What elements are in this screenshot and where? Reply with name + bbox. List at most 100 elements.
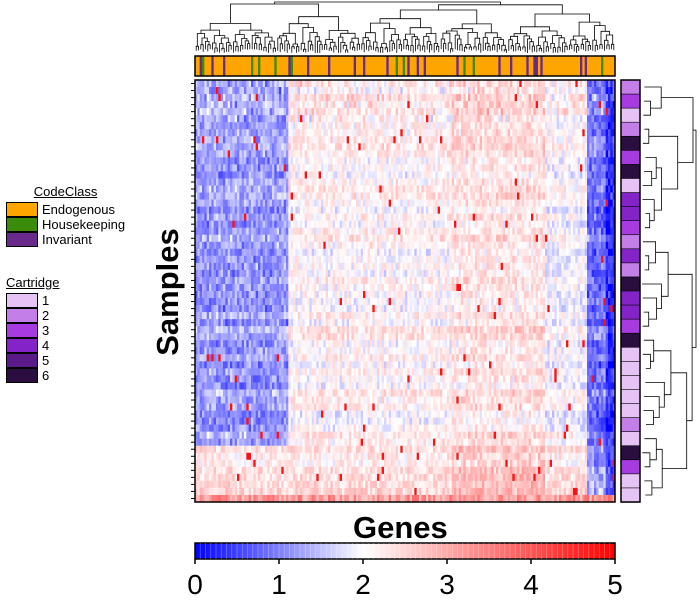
heatmap-cell (211, 164, 214, 171)
heatmap-cell (340, 143, 343, 150)
codeclass-cell (358, 56, 361, 76)
heatmap-cell (501, 171, 504, 178)
heatmap-cell (335, 171, 338, 178)
heatmap-cell (200, 171, 203, 178)
heatmap-cell (307, 228, 310, 235)
heatmap-cell (557, 108, 560, 115)
heatmap-cell (396, 87, 399, 94)
codeclass-cell (431, 56, 434, 76)
heatmap-cell (533, 108, 536, 115)
heatmap-cell (491, 150, 494, 157)
heatmap-cell (349, 80, 352, 87)
heatmap-cell (232, 108, 235, 115)
heatmap-cell (284, 122, 287, 129)
heatmap-cell (452, 115, 455, 122)
heatmap-cell (204, 242, 207, 249)
heatmap-cell (452, 157, 455, 164)
heatmap-cell (351, 221, 354, 228)
heatmap-cell (349, 101, 352, 108)
heatmap-cell (529, 136, 532, 143)
heatmap-cell (536, 150, 539, 157)
heatmap-cell (384, 164, 387, 171)
heatmap-cell (466, 214, 469, 221)
heatmap-cell (335, 143, 338, 150)
heatmap-cell (356, 136, 359, 143)
heatmap-cell (473, 150, 476, 157)
heatmap-cell (484, 129, 487, 136)
heatmap-cell (330, 256, 333, 263)
heatmap-cell (603, 221, 606, 228)
heatmap-cell (589, 249, 592, 256)
heatmap-cell (393, 136, 396, 143)
heatmap-cell (559, 101, 562, 108)
heatmap-cell (456, 249, 459, 256)
heatmap-cell (578, 178, 581, 185)
heatmap-cell (218, 129, 221, 136)
heatmap-cell (267, 164, 270, 171)
heatmap-cell (438, 150, 441, 157)
heatmap-cell (323, 178, 326, 185)
dendrogram-link (201, 45, 203, 52)
heatmap-cell (251, 150, 254, 157)
heatmap-cell (424, 94, 427, 101)
heatmap-cell (242, 186, 245, 193)
heatmap-cell (347, 186, 350, 193)
heatmap-cell (585, 235, 588, 242)
heatmap-cell (573, 129, 576, 136)
heatmap-cell (550, 101, 553, 108)
heatmap-cell (587, 200, 590, 207)
heatmap-cell (407, 157, 410, 164)
heatmap-cell (316, 115, 319, 122)
heatmap-cell (272, 178, 275, 185)
heatmap-cell (407, 186, 410, 193)
heatmap-cell (480, 228, 483, 235)
heatmap-cell (538, 129, 541, 136)
heatmap-cell (536, 221, 539, 228)
heatmap-cell (449, 228, 452, 235)
heatmap-cell (335, 136, 338, 143)
heatmap-cell (258, 157, 261, 164)
heatmap-cell (440, 242, 443, 249)
heatmap-cell (571, 207, 574, 214)
heatmap-cell (354, 200, 357, 207)
heatmap-cell (412, 164, 415, 171)
heatmap-cell (216, 101, 219, 108)
heatmap-cell (375, 136, 378, 143)
heatmap-cell (494, 214, 497, 221)
codeclass-cell (501, 56, 504, 76)
heatmap-cell (466, 87, 469, 94)
heatmap-cell (218, 150, 221, 157)
heatmap-cell (403, 228, 406, 235)
heatmap-cell (244, 108, 247, 115)
heatmap-cell (540, 193, 543, 200)
heatmap-cell (293, 115, 296, 122)
heatmap-cell (421, 178, 424, 185)
codeclass-cell (270, 56, 273, 76)
heatmap-cell (330, 186, 333, 193)
heatmap-cell (279, 242, 282, 249)
heatmap-cell (321, 108, 324, 115)
heatmap-cell (246, 228, 249, 235)
heatmap-cell (344, 129, 347, 136)
heatmap-cell (489, 228, 492, 235)
heatmap-cell (543, 221, 546, 228)
heatmap-cell (242, 214, 245, 221)
codeclass-cell (459, 56, 462, 76)
heatmap-cell (552, 249, 555, 256)
heatmap-cell (358, 115, 361, 122)
heatmap-cell (300, 221, 303, 228)
heatmap-cell (246, 94, 249, 101)
heatmap-cell (412, 101, 415, 108)
heatmap-cell (256, 221, 259, 228)
heatmap-cell (424, 143, 427, 150)
heatmap-cell (267, 200, 270, 207)
heatmap-cell (302, 115, 305, 122)
heatmap-cell (606, 115, 609, 122)
codeclass-cell (508, 56, 511, 76)
heatmap-cell (218, 115, 221, 122)
heatmap-cell (274, 214, 277, 221)
heatmap-cell (307, 171, 310, 178)
heatmap-cell (207, 207, 210, 214)
heatmap-cell (249, 108, 252, 115)
heatmap-cell (582, 193, 585, 200)
